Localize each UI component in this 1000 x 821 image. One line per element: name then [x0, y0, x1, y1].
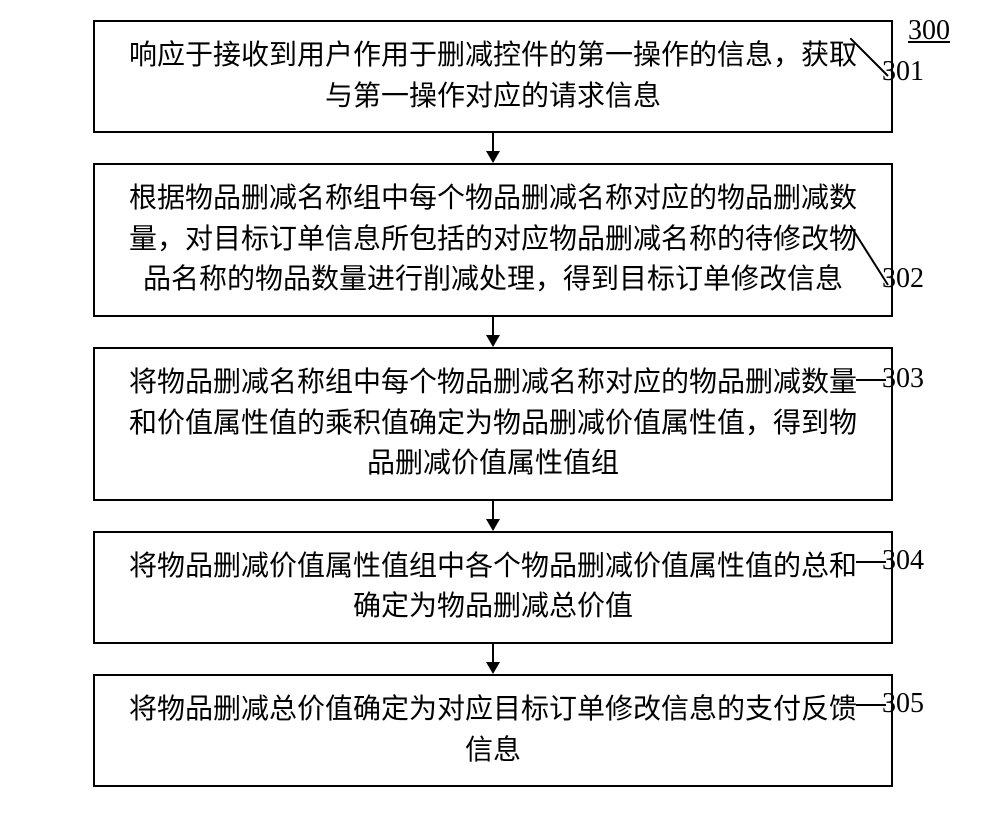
- flow-step-box-3: 将物品删减名称组中每个物品删减名称对应的物品删减数量和价值属性值的乘积值确定为物…: [93, 347, 893, 501]
- flow-step-box-1: 响应于接收到用户作用于删减控件的第一操作的信息，获取与第一操作对应的请求信息: [93, 20, 893, 133]
- step-wrapper-4: 将物品删减价值属性值组中各个物品删减价值属性值的总和确定为物品删减总价值 304: [58, 531, 928, 644]
- flow-step-box-2: 根据物品删减名称组中每个物品删减名称对应的物品删减数量，对目标订单信息所包括的对…: [93, 163, 893, 317]
- leader-line-3: [856, 377, 892, 383]
- arrow-3: [58, 501, 928, 531]
- leader-line-1: [850, 38, 894, 83]
- step-wrapper-1: 响应于接收到用户作用于删减控件的第一操作的信息，获取与第一操作对应的请求信息 3…: [58, 20, 928, 133]
- leader-line-2: [850, 225, 894, 295]
- leader-line-5: [856, 702, 892, 708]
- arrow-1: [58, 133, 928, 163]
- leader-line-4: [856, 559, 892, 565]
- step-wrapper-3: 将物品删减名称组中每个物品删减名称对应的物品删减数量和价值属性值的乘积值确定为物…: [58, 347, 928, 501]
- flowchart-container: 响应于接收到用户作用于删减控件的第一操作的信息，获取与第一操作对应的请求信息 3…: [58, 20, 928, 787]
- flow-step-box-4: 将物品删减价值属性值组中各个物品删减价值属性值的总和确定为物品删减总价值: [93, 531, 893, 644]
- step-wrapper-5: 将物品删减总价值确定为对应目标订单修改信息的支付反馈信息 305: [58, 674, 928, 787]
- arrow-4: [58, 644, 928, 674]
- flow-step-box-5: 将物品删减总价值确定为对应目标订单修改信息的支付反馈信息: [93, 674, 893, 787]
- arrow-2: [58, 317, 928, 347]
- step-wrapper-2: 根据物品删减名称组中每个物品删减名称对应的物品删减数量，对目标订单信息所包括的对…: [58, 163, 928, 317]
